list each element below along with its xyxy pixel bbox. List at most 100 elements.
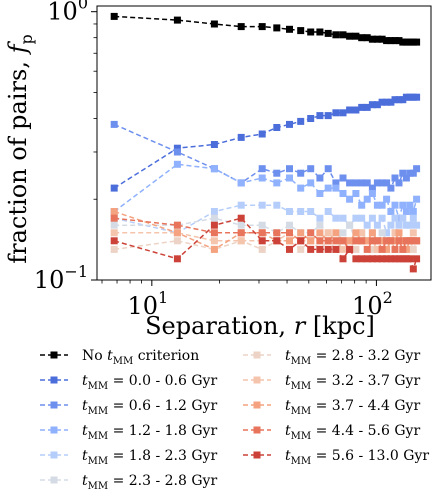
data-point bbox=[352, 179, 360, 187]
data-point bbox=[373, 201, 381, 209]
data-point bbox=[286, 120, 293, 128]
data-point bbox=[332, 245, 340, 253]
data-point bbox=[373, 179, 381, 187]
data-point bbox=[387, 221, 395, 229]
data-point bbox=[339, 255, 347, 263]
data-point bbox=[307, 28, 315, 36]
data-point bbox=[383, 179, 391, 187]
data-point bbox=[286, 245, 293, 253]
data-point bbox=[316, 28, 324, 36]
data-point bbox=[332, 109, 340, 117]
data-point bbox=[173, 16, 181, 24]
data-point bbox=[399, 255, 407, 263]
data-point bbox=[210, 20, 218, 28]
data-point bbox=[352, 190, 360, 197]
data-point bbox=[297, 237, 305, 245]
data-point bbox=[273, 229, 281, 237]
data-point bbox=[210, 165, 218, 173]
data-point bbox=[368, 35, 376, 43]
data-point bbox=[110, 245, 118, 253]
data-point bbox=[395, 237, 403, 245]
legend-marker bbox=[50, 426, 58, 434]
legend-marker bbox=[50, 451, 58, 459]
data-point bbox=[210, 141, 218, 148]
data-point bbox=[378, 179, 386, 187]
data-point bbox=[402, 174, 410, 182]
data-point bbox=[395, 37, 403, 45]
data-point bbox=[358, 237, 366, 245]
data-point bbox=[324, 229, 332, 237]
data-point bbox=[110, 184, 118, 192]
data-point bbox=[258, 23, 266, 31]
data-point bbox=[378, 201, 386, 209]
data-point bbox=[237, 221, 245, 229]
data-point bbox=[110, 214, 118, 222]
data-point bbox=[409, 265, 417, 273]
data-point bbox=[383, 195, 391, 203]
data-point bbox=[110, 120, 118, 128]
data-point bbox=[399, 96, 407, 104]
legend-item: tMM = 3.2 - 3.7 Gyr bbox=[243, 373, 420, 392]
data-point bbox=[339, 174, 347, 182]
data-point bbox=[378, 229, 386, 237]
data-point bbox=[368, 184, 376, 192]
data-point bbox=[237, 179, 245, 187]
data-point bbox=[173, 237, 181, 245]
data-point bbox=[387, 237, 395, 245]
data-point bbox=[358, 179, 366, 187]
data-point bbox=[258, 165, 266, 173]
data-point bbox=[286, 229, 293, 237]
data-point bbox=[387, 98, 395, 106]
data-point bbox=[383, 98, 391, 106]
data-point bbox=[307, 237, 315, 245]
data-point bbox=[297, 245, 305, 253]
data-point bbox=[368, 190, 376, 197]
data-point bbox=[286, 221, 293, 229]
data-point bbox=[363, 179, 371, 187]
data-point bbox=[210, 221, 218, 229]
data-point bbox=[210, 237, 218, 245]
legend-marker bbox=[50, 401, 58, 409]
data-point bbox=[307, 179, 315, 187]
data-point bbox=[399, 237, 407, 245]
series-4 bbox=[110, 201, 421, 237]
legend-item: tMM = 3.7 - 4.4 Gyr bbox=[243, 398, 420, 417]
data-point bbox=[391, 37, 399, 45]
data-point bbox=[273, 24, 281, 32]
plot-frame bbox=[96, 5, 432, 281]
data-point bbox=[413, 255, 421, 263]
legend-marker bbox=[253, 426, 261, 434]
data-point bbox=[324, 237, 332, 245]
data-point bbox=[383, 245, 391, 253]
data-point bbox=[352, 237, 360, 245]
data-point bbox=[258, 245, 266, 253]
data-point bbox=[358, 229, 366, 237]
data-point bbox=[286, 237, 293, 245]
data-point bbox=[387, 255, 395, 263]
data-point bbox=[378, 237, 386, 245]
data-point bbox=[383, 229, 391, 237]
data-point bbox=[378, 214, 386, 222]
data-point bbox=[383, 255, 391, 263]
data-point bbox=[368, 229, 376, 237]
legend-marker bbox=[253, 351, 261, 359]
series-0 bbox=[110, 12, 421, 46]
data-point bbox=[324, 245, 332, 253]
series-line bbox=[113, 96, 417, 189]
data-point bbox=[352, 255, 360, 263]
data-point bbox=[395, 255, 403, 263]
data-point bbox=[258, 229, 266, 237]
legend-label: tMM = 4.4 - 5.6 Gyr bbox=[285, 423, 420, 442]
data-point bbox=[368, 255, 376, 263]
data-point bbox=[346, 195, 354, 203]
data-point bbox=[173, 160, 181, 168]
data-point bbox=[391, 201, 399, 209]
data-point bbox=[258, 237, 266, 245]
data-point bbox=[358, 103, 366, 111]
data-point bbox=[110, 12, 118, 20]
legend: No tMM criterion tMM = 0.0 - 0.6 Gyr tMM =… bbox=[40, 348, 429, 492]
data-point bbox=[273, 179, 281, 187]
data-point bbox=[110, 237, 118, 245]
data-point bbox=[391, 174, 399, 182]
